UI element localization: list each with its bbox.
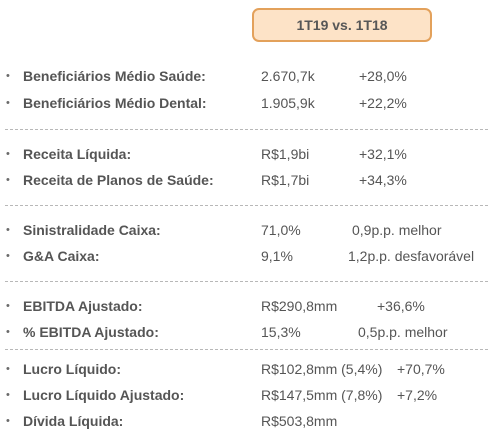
metric-value: 9,1%: [261, 248, 293, 264]
metric-value: 1.905,9k: [261, 95, 315, 111]
metric-change: 0,9p.p. melhor: [352, 222, 442, 238]
metric-label: Sinistralidade Caixa:: [23, 222, 161, 238]
metric-label: Beneficiários Médio Dental:: [23, 95, 207, 111]
metric-value: 2.670,7k: [261, 68, 315, 84]
list-item: • Receita Líquida: R$1,9bi +32,1%: [0, 144, 491, 164]
divider: [5, 129, 488, 130]
list-item: • Dívida Líquida: R$503,8mm: [0, 411, 491, 431]
bullet-icon: •: [6, 300, 10, 312]
bullet-icon: •: [6, 174, 10, 186]
metric-change: +28,0%: [359, 68, 407, 84]
metric-value: R$102,8mm (5,4%): [261, 361, 383, 377]
metric-change: +36,6%: [377, 298, 425, 314]
bullet-icon: •: [6, 224, 10, 236]
list-item: • Beneficiários Médio Dental: 1.905,9k +…: [0, 93, 491, 113]
metric-change: +34,3%: [359, 172, 407, 188]
metric-value: 71,0%: [261, 222, 301, 238]
metric-value: R$503,8mm: [261, 413, 338, 429]
bullet-icon: •: [6, 326, 10, 338]
metric-label: Beneficiários Médio Saúde:: [23, 68, 206, 84]
metric-change: +70,7%: [397, 361, 445, 377]
metric-value: R$147,5mm (7,8%): [261, 387, 383, 403]
list-item: • Lucro Líquido: R$102,8mm (5,4%) +70,7%: [0, 359, 491, 379]
divider: [5, 281, 488, 282]
metric-value: R$1,9bi: [261, 146, 310, 162]
period-header: 1T19 vs. 1T18: [252, 8, 432, 42]
list-item: • Beneficiários Médio Saúde: 2.670,7k +2…: [0, 66, 491, 86]
metric-label: Dívida Líquida:: [23, 413, 124, 429]
list-item: • EBITDA Ajustado: R$290,8mm +36,6%: [0, 296, 491, 316]
bullet-icon: •: [6, 148, 10, 160]
metric-label: EBITDA Ajustado:: [23, 298, 143, 314]
divider: [5, 349, 488, 350]
bullet-icon: •: [6, 415, 10, 427]
list-item: • Sinistralidade Caixa: 71,0% 0,9p.p. me…: [0, 220, 491, 240]
metric-value: R$1,7bi: [261, 172, 310, 188]
metric-change: +32,1%: [359, 146, 407, 162]
metric-label: Lucro Líquido:: [23, 361, 121, 377]
divider: [5, 205, 488, 206]
metric-change: 0,5p.p. melhor: [358, 324, 448, 340]
bullet-icon: •: [6, 97, 10, 109]
bullet-icon: •: [6, 389, 10, 401]
metric-value: R$290,8mm: [261, 298, 338, 314]
metric-label: Lucro Líquido Ajustado:: [23, 387, 185, 403]
metric-change: +7,2%: [397, 387, 438, 403]
metric-change: +22,2%: [359, 95, 407, 111]
metric-label: Receita Líquida:: [23, 146, 132, 162]
list-item: • G&A Caixa: 9,1% 1,2p.p. desfavorável: [0, 246, 491, 266]
list-item: • Receita de Planos de Saúde: R$1,7bi +3…: [0, 170, 491, 190]
bullet-icon: •: [6, 363, 10, 375]
metric-label: G&A Caixa:: [23, 248, 100, 264]
list-item: • % EBITDA Ajustado: 15,3% 0,5p.p. melho…: [0, 322, 491, 342]
metric-label: Receita de Planos de Saúde:: [23, 172, 214, 188]
metric-change: 1,2p.p. desfavorável: [348, 248, 475, 264]
list-item: • Lucro Líquido Ajustado: R$147,5mm (7,8…: [0, 385, 491, 405]
metric-label: % EBITDA Ajustado:: [23, 324, 159, 340]
bullet-icon: •: [6, 70, 10, 82]
bullet-icon: •: [6, 250, 10, 262]
metric-value: 15,3%: [261, 324, 301, 340]
